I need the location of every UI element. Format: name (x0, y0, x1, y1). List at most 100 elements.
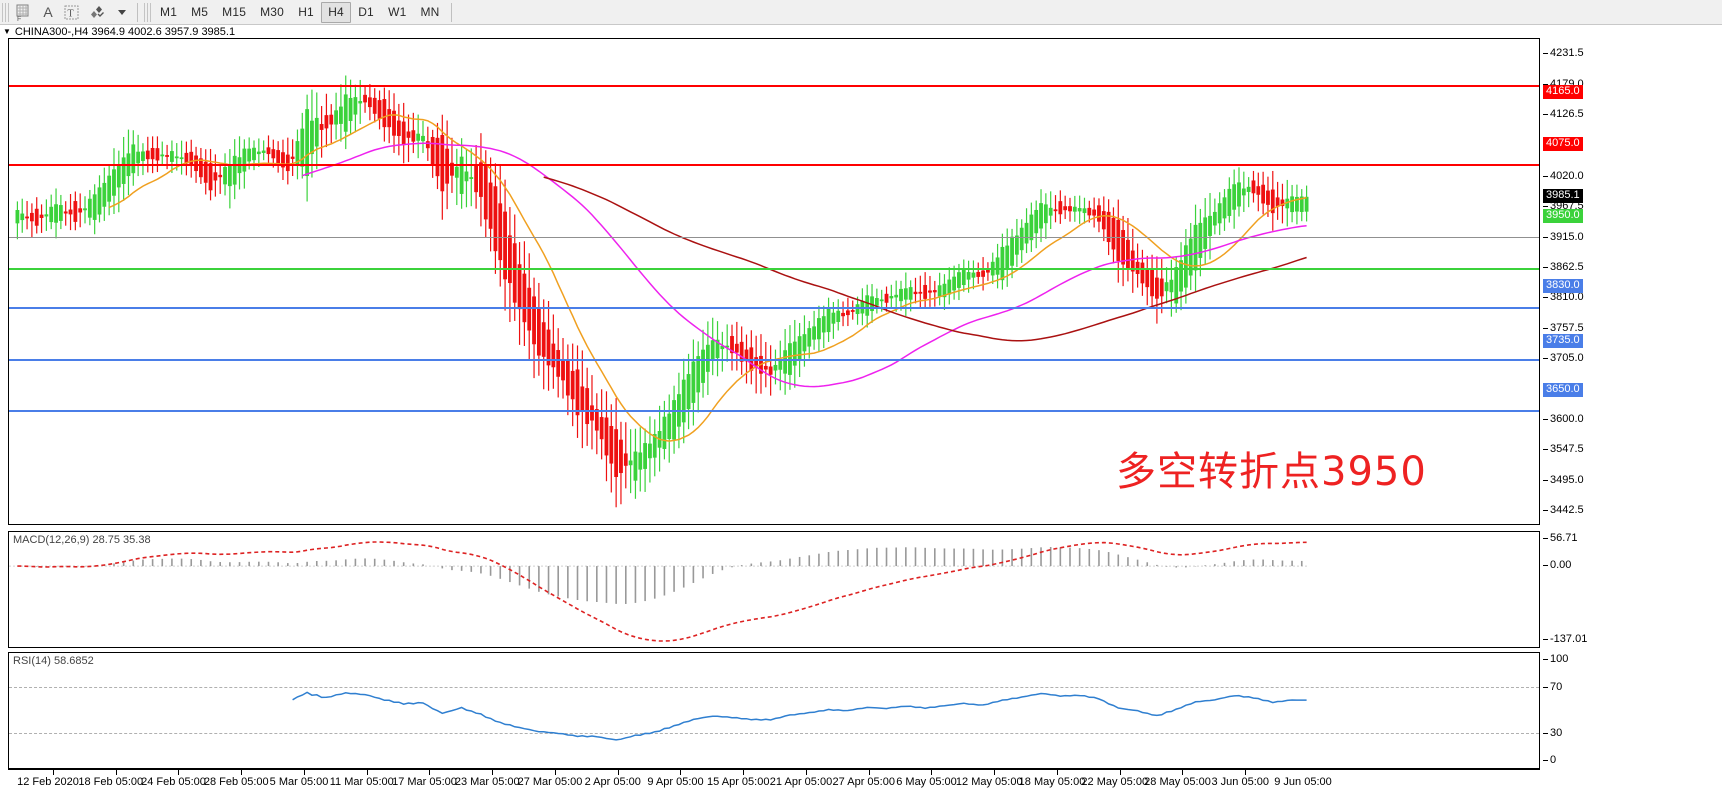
timeframe-m30[interactable]: M30 (260, 5, 285, 19)
timeframe-w1[interactable]: W1 (388, 5, 407, 19)
candle (150, 136, 155, 174)
candle (1106, 199, 1111, 256)
ma-orange-line (108, 114, 1307, 442)
support-line-3735[interactable] (9, 359, 1539, 361)
candle (715, 321, 720, 377)
objects-icon[interactable] (84, 2, 111, 23)
time-axis-tick (303, 770, 305, 775)
candle (1183, 229, 1188, 304)
price-level-pill-4165.0[interactable]: 4165.0 (1543, 84, 1583, 99)
candle (155, 136, 160, 173)
candle (1295, 184, 1299, 225)
time-axis-label: 17 Mar 05:00 (392, 776, 457, 788)
price-level-pill-3830.0[interactable]: 3830.0 (1543, 278, 1583, 293)
candle (68, 193, 73, 231)
candle (638, 427, 643, 492)
candle (836, 299, 841, 331)
candle (1014, 218, 1019, 268)
ma-magenta-line (302, 142, 1307, 388)
toolbar-grip[interactable] (2, 2, 9, 22)
support-line-3830[interactable] (9, 307, 1539, 309)
rsi-pane[interactable]: RSI(14) 58.6852 (8, 652, 1540, 769)
candle (783, 328, 788, 395)
text-label-icon[interactable]: A (37, 2, 59, 23)
dropdown-arrow-icon[interactable] (111, 2, 133, 23)
candle (136, 134, 141, 177)
rsi-line (292, 691, 1307, 741)
price-level-pill-3985.1[interactable]: 3985.1 (1543, 188, 1583, 203)
price-pane[interactable]: 多空转折点3950 (8, 38, 1540, 525)
candle (1140, 249, 1145, 296)
candle (947, 267, 952, 305)
candle (1043, 193, 1048, 239)
support-line-3650[interactable] (9, 410, 1539, 412)
price-level-pill-3735.0[interactable]: 3735.0 (1543, 333, 1583, 348)
resistance-line-4165[interactable] (9, 85, 1539, 87)
time-scale[interactable]: 12 Feb 2020 18 Feb 05:00 24 Feb 05:00 28 Fe… (8, 769, 1540, 793)
time-axis-tick (994, 770, 995, 775)
candle (285, 137, 290, 185)
macd-scale[interactable]: 56.71 0.00 -137.01 (1540, 531, 1722, 648)
candle (358, 79, 363, 124)
candle (609, 404, 614, 493)
time-axis-label: 6 May 05:00 (896, 776, 957, 788)
candle (667, 394, 672, 463)
candle (493, 163, 498, 274)
candle (107, 165, 112, 216)
candle (512, 214, 517, 321)
candle (590, 375, 594, 450)
candle (73, 191, 78, 231)
candle (1222, 189, 1227, 231)
candle (865, 284, 870, 328)
candle (1261, 171, 1266, 215)
candle (266, 135, 271, 166)
candle (1145, 255, 1150, 306)
timeframe-m5[interactable]: M5 (191, 5, 209, 19)
price-level-pill-3950.0[interactable]: 3950.0 (1543, 209, 1583, 224)
timeframe-mn[interactable]: MN (420, 5, 440, 19)
candle (826, 297, 831, 342)
candle (39, 204, 44, 233)
time-axis-label: 3 Jun 05:00 (1211, 776, 1270, 788)
rsi-scale[interactable]: 100 70 30 0 (1540, 652, 1722, 769)
candle (672, 385, 676, 454)
candle (903, 272, 908, 316)
candle (1270, 170, 1275, 231)
timeframe-m1[interactable]: M1 (160, 5, 178, 19)
price-tick: 3810.0 (1543, 291, 1584, 304)
price-level-pill-3650.0[interactable]: 3650.0 (1543, 382, 1583, 397)
candle (141, 143, 145, 176)
timeframe-h1[interactable]: H1 (298, 5, 314, 19)
candle (961, 259, 966, 292)
collapse-chevron-icon[interactable]: ▼ (3, 26, 11, 36)
candle (1275, 181, 1280, 220)
price-scale[interactable]: 4231.5 4179.0 4126.5 4020.0 3967.5 3915.0 3862… (1540, 38, 1722, 525)
timeframe-h4[interactable]: H4 (321, 1, 352, 23)
candle (648, 416, 652, 483)
time-axis-tick (178, 770, 180, 775)
resistance-line-4075[interactable] (9, 164, 1539, 166)
candle (102, 167, 107, 221)
candle (348, 79, 353, 134)
candle (1058, 190, 1063, 224)
candle (1097, 198, 1101, 233)
chart-annotation-text[interactable]: 多空转折点3950 (1116, 449, 1427, 495)
text-box-icon[interactable]: T (59, 2, 84, 23)
price-level-pill-4075.0[interactable]: 4075.0 (1543, 136, 1583, 151)
time-axis-label: 2 Apr 05:00 (584, 776, 641, 788)
candle (223, 153, 227, 196)
candle (160, 141, 165, 166)
time-axis-tick (1056, 770, 1058, 775)
price-tick: 3757.5 (1543, 321, 1584, 334)
timeframe-m15[interactable]: M15 (222, 5, 247, 19)
toolbar-separator-2 (450, 2, 452, 22)
candle (1000, 233, 1005, 290)
candle (652, 419, 657, 477)
pivot-line-3950[interactable] (9, 268, 1539, 270)
crosshair-grid-icon[interactable]: F (11, 2, 37, 23)
timeframe-d1[interactable]: D1 (358, 5, 374, 19)
timeframe-grip[interactable] (144, 2, 151, 22)
candle (792, 319, 797, 388)
candle (454, 148, 459, 206)
macd-pane[interactable]: MACD(12,26,9) 28.75 35.38 (8, 531, 1540, 648)
